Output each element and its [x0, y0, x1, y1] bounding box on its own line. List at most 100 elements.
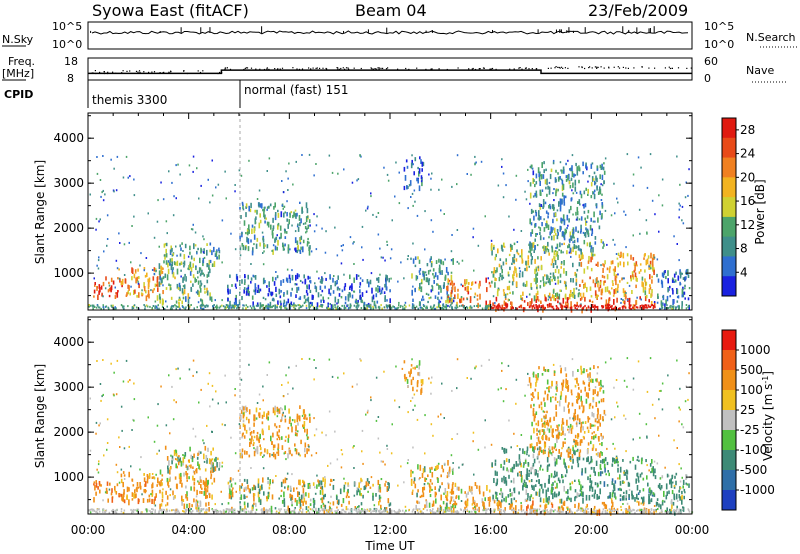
echo-cell — [637, 476, 640, 481]
echo-cell — [614, 459, 616, 464]
echo-cell — [120, 304, 123, 306]
echo-cell — [571, 465, 573, 470]
echo-cell — [571, 293, 573, 296]
echo-cell — [156, 484, 158, 487]
echo-cell — [397, 280, 399, 283]
echo-cell — [650, 489, 652, 493]
echo-cell — [676, 505, 678, 509]
echo-cell — [175, 245, 177, 248]
echo-cell — [418, 168, 421, 174]
echo-cell — [636, 485, 639, 491]
echo-cell — [687, 194, 689, 197]
echo-cell — [592, 444, 595, 449]
echo-cell — [528, 472, 530, 477]
echo-cell — [631, 490, 633, 496]
nave-dot — [279, 68, 281, 70]
echo-cell — [678, 216, 680, 219]
echo-cell — [644, 253, 646, 257]
echo-cell — [540, 406, 543, 411]
nave-dot — [122, 70, 124, 72]
echo-cell — [412, 285, 414, 288]
echo-cell — [557, 431, 560, 434]
echo-cell — [502, 261, 505, 266]
echo-cell — [327, 297, 330, 300]
echo-cell — [632, 306, 634, 309]
echo-cell — [442, 261, 445, 266]
echo-cell — [292, 304, 295, 307]
echo-cell — [241, 296, 243, 301]
echo-cell — [99, 218, 101, 221]
echo-cell — [591, 424, 593, 427]
echo-cell — [543, 169, 545, 174]
echo-cell — [270, 224, 272, 230]
echo-cell — [298, 297, 300, 300]
echo-cell — [584, 203, 587, 208]
echo-cell — [677, 305, 679, 308]
echo-cell — [545, 245, 548, 250]
echo-cell — [261, 487, 263, 490]
echo-cell — [529, 202, 531, 205]
echo-cell — [177, 163, 179, 166]
echo-cell — [597, 217, 599, 223]
echo-cell — [277, 443, 280, 450]
echo-cell — [598, 225, 601, 230]
echo-cell — [543, 245, 545, 252]
echo-cell — [281, 180, 283, 182]
echo-cell — [542, 246, 544, 249]
echo-cell — [306, 428, 308, 435]
echo-cell — [645, 294, 648, 299]
echo-cell — [519, 304, 522, 308]
echo-cell — [378, 494, 381, 500]
echo-cell — [600, 460, 602, 464]
echo-cell — [582, 307, 584, 310]
echo-cell — [116, 483, 119, 487]
nave-dot — [199, 71, 202, 74]
echo-cell — [539, 467, 541, 471]
echo-cell — [614, 307, 616, 310]
echo-cell — [127, 284, 129, 289]
echo-cell — [251, 307, 253, 310]
echo-cell — [207, 447, 209, 452]
echo-cell — [661, 272, 664, 277]
echo-cell — [539, 446, 542, 451]
echo-cell — [145, 304, 148, 307]
echo-cell — [320, 294, 322, 297]
echo-cell — [516, 249, 518, 253]
echo-cell — [247, 286, 250, 290]
nave-dot — [375, 68, 377, 70]
echo-cell — [469, 489, 471, 492]
echo-cell — [264, 448, 266, 453]
echo-cell — [199, 287, 202, 293]
echo-cell — [544, 250, 547, 254]
nave-dot — [135, 70, 138, 72]
echo-cell — [425, 277, 428, 282]
echo-cell — [629, 307, 631, 310]
echo-cell — [500, 502, 502, 508]
echo-cell — [536, 244, 539, 247]
echo-cell — [380, 256, 383, 259]
echo-cell — [652, 471, 655, 477]
echo-cell — [243, 488, 246, 492]
echo-cell — [664, 270, 666, 274]
nave-dot — [567, 67, 569, 69]
echo-cell — [248, 427, 251, 431]
echo-cell — [431, 472, 434, 478]
echo-cell — [218, 247, 220, 252]
echo-cell — [500, 463, 502, 468]
echo-cell — [524, 307, 526, 310]
echo-cell — [570, 177, 573, 181]
echo-cell — [548, 205, 550, 209]
echo-cell — [143, 267, 146, 271]
echo-cell — [309, 484, 311, 489]
echo-cell — [418, 304, 421, 307]
echo-cell — [545, 186, 547, 190]
echo-cell — [447, 278, 449, 283]
echo-cell — [222, 305, 225, 308]
echo-cell — [209, 292, 211, 297]
echo-cell — [199, 490, 201, 494]
echo-cell — [431, 466, 433, 470]
echo-cell — [589, 485, 591, 492]
echo-cell — [587, 230, 589, 235]
echo-cell — [555, 448, 557, 451]
